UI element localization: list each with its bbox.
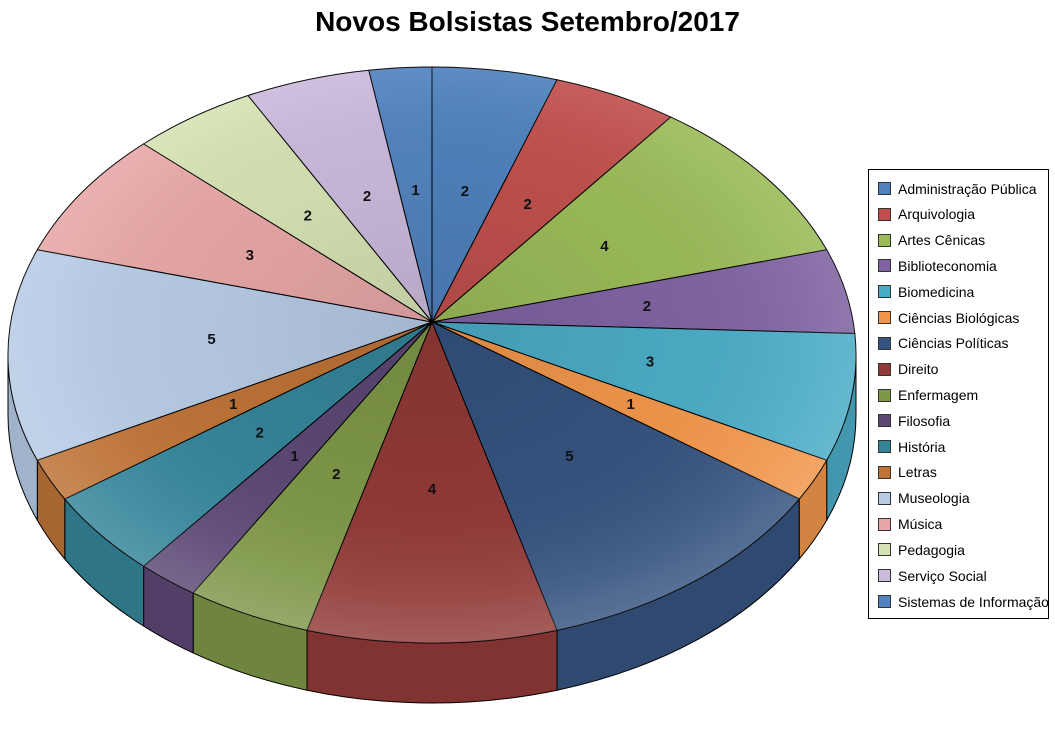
slice-value-label-ciencias-biologicas: 1 xyxy=(626,396,634,413)
legend-swatch-direito xyxy=(878,362,891,376)
legend-item-filosofia[interactable]: Filosofia xyxy=(878,408,1042,433)
legend-item-museologia[interactable]: Museologia xyxy=(878,486,1042,511)
legend-swatch-arquivologia xyxy=(878,207,891,221)
slice-value-label-museologia: 5 xyxy=(207,331,215,348)
legend-item-enfermagem[interactable]: Enfermagem xyxy=(878,383,1042,408)
slice-value-label-biomedicina: 3 xyxy=(646,353,654,370)
legend-label-pedagogia: Pedagogia xyxy=(898,541,965,558)
legend-item-historia[interactable]: História xyxy=(878,434,1042,459)
legend-swatch-sistemas-de-informacao xyxy=(878,595,891,608)
legend-swatch-museologia xyxy=(878,491,891,505)
slice-value-label-sistemas-de-informacao: 1 xyxy=(411,182,419,199)
slice-value-label-artes-cenicas: 4 xyxy=(600,238,609,255)
legend-label-historia: História xyxy=(898,438,946,455)
legend-label-biomedicina: Biomedicina xyxy=(898,283,975,300)
legend-label-filosofia: Filosofia xyxy=(898,412,951,429)
legend-label-sistemas-de-informacao: Sistemas de Informação xyxy=(898,593,1049,610)
legend-swatch-biblioteconomia xyxy=(878,259,891,273)
legend-swatch-filosofia xyxy=(878,414,891,428)
legend-label-biblioteconomia: Biblioteconomia xyxy=(898,257,997,274)
legend-item-ciencias-biologicas[interactable]: Ciências Biológicas xyxy=(878,305,1042,330)
slice-value-label-arquivologia: 2 xyxy=(523,196,531,213)
legend-swatch-enfermagem xyxy=(878,388,891,402)
legend-item-servico-social[interactable]: Serviço Social xyxy=(878,563,1042,588)
slice-value-label-historia: 2 xyxy=(255,425,263,442)
legend: Administração Pública Arquivologia Artes C… xyxy=(868,169,1049,619)
legend-swatch-historia xyxy=(878,440,891,454)
slice-value-label-ciencias-politicas: 5 xyxy=(565,448,573,465)
legend-item-direito[interactable]: Direito xyxy=(878,357,1042,382)
slice-value-label-biblioteconomia: 2 xyxy=(643,298,651,315)
slice-value-label-administracao-publica: 2 xyxy=(461,183,469,200)
legend-label-administracao-publica: Administração Pública xyxy=(898,180,1037,197)
legend-label-ciencias-biologicas: Ciências Biológicas xyxy=(898,309,1020,326)
slice-value-label-letras: 1 xyxy=(229,396,237,413)
legend-item-ciencias-politicas[interactable]: Ciências Políticas xyxy=(878,331,1042,356)
slice-value-label-servico-social: 2 xyxy=(363,188,371,205)
slice-value-label-filosofia: 1 xyxy=(290,448,298,465)
legend-item-artes-cenicas[interactable]: Artes Cênicas xyxy=(878,228,1042,253)
legend-swatch-administracao-publica xyxy=(878,182,891,195)
legend-swatch-ciencias-politicas xyxy=(878,336,891,350)
legend-swatch-servico-social xyxy=(878,569,891,583)
legend-item-biomedicina[interactable]: Biomedicina xyxy=(878,279,1042,304)
legend-label-enfermagem: Enfermagem xyxy=(898,387,979,403)
legend-label-musica: Música xyxy=(898,516,943,533)
slice-value-label-musica: 3 xyxy=(246,247,254,264)
legend-label-letras: Letras xyxy=(898,464,937,481)
legend-item-arquivologia[interactable]: Arquivologia xyxy=(878,202,1042,227)
legend-item-pedagogia[interactable]: Pedagogia xyxy=(878,537,1042,562)
legend-label-ciencias-politicas: Ciências Políticas xyxy=(898,335,1009,352)
legend-swatch-pedagogia xyxy=(878,543,891,557)
legend-label-arquivologia: Arquivologia xyxy=(898,206,976,223)
legend-item-sistemas-de-informacao[interactable]: Sistemas de Informação xyxy=(878,589,1049,614)
slice-value-label-pedagogia: 2 xyxy=(304,207,312,224)
slice-value-label-enfermagem: 2 xyxy=(332,466,340,483)
legend-item-musica[interactable]: Música xyxy=(878,512,1042,537)
legend-label-direito: Direito xyxy=(898,361,939,378)
legend-swatch-biomedicina xyxy=(878,285,891,299)
legend-label-museologia: Museologia xyxy=(898,490,970,507)
chart-title: Novos Bolsistas Setembro/2017 xyxy=(315,6,740,37)
slice-value-label-direito: 4 xyxy=(428,481,437,498)
legend-label-servico-social: Serviço Social xyxy=(898,567,987,584)
legend-swatch-letras xyxy=(878,465,891,479)
legend-swatch-musica xyxy=(878,517,891,531)
legend-item-administracao-publica[interactable]: Administração Pública xyxy=(878,176,1042,201)
legend-swatch-artes-cenicas xyxy=(878,233,891,247)
legend-label-artes-cenicas: Artes Cênicas xyxy=(898,232,986,249)
legend-swatch-ciencias-biologicas xyxy=(878,311,891,325)
legend-item-biblioteconomia[interactable]: Biblioteconomia xyxy=(878,253,1042,278)
legend-item-letras[interactable]: Letras xyxy=(878,460,1042,485)
